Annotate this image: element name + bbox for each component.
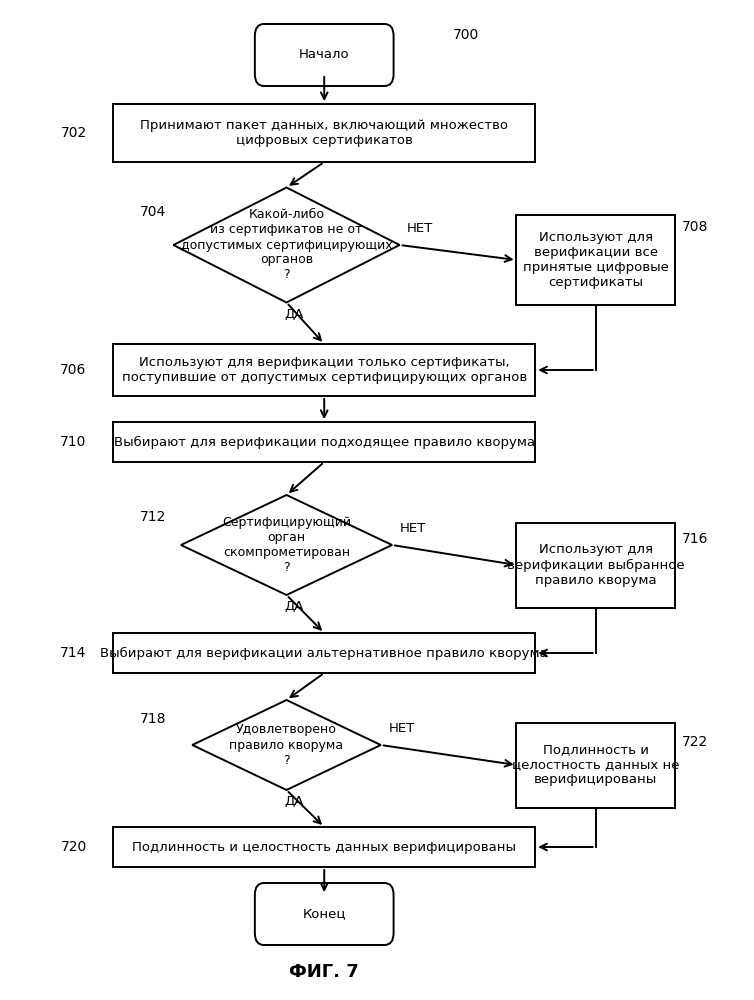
Bar (113, 422, 535, 462)
Text: 702: 702 (60, 126, 87, 140)
Bar (113, 344, 535, 396)
FancyBboxPatch shape (255, 883, 394, 945)
Text: Используют для верификации только сертификаты,
поступившие от допустимых сертифи: Используют для верификации только сертиф… (121, 356, 527, 384)
Text: 718: 718 (139, 712, 166, 726)
Text: 716: 716 (682, 532, 709, 546)
Text: Используют для
верификации выбранное
правило кворума: Используют для верификации выбранное пра… (507, 543, 685, 587)
Bar (113, 104, 535, 162)
Bar (516, 215, 675, 305)
Polygon shape (181, 495, 392, 595)
FancyBboxPatch shape (255, 24, 394, 86)
Text: Выбирают для верификации подходящее правило кворума: Выбирают для верификации подходящее прав… (114, 435, 535, 449)
Text: Конец: Конец (302, 908, 346, 920)
Bar (113, 827, 535, 867)
Text: 700: 700 (452, 28, 479, 42)
Text: 720: 720 (60, 840, 87, 854)
Text: 710: 710 (60, 435, 87, 449)
Text: ФИГ. 7: ФИГ. 7 (290, 963, 359, 981)
Text: Используют для
верификации все
принятые цифровые
сертификаты: Используют для верификации все принятые … (523, 231, 669, 289)
Text: Выбирают для верификации альтернативное правило кворума: Выбирают для верификации альтернативное … (100, 646, 548, 660)
Text: Подлинность и целостность данных верифицированы: Подлинность и целостность данных верифиц… (132, 840, 516, 854)
Polygon shape (173, 188, 400, 302)
Text: НЕТ: НЕТ (400, 522, 426, 535)
Bar (516, 722, 675, 808)
Text: НЕТ: НЕТ (388, 722, 415, 735)
Text: Сертифицирующий
орган
скомпрометирован
?: Сертифицирующий орган скомпрометирован ? (222, 516, 351, 574)
Polygon shape (192, 700, 381, 790)
Text: Начало: Начало (299, 48, 350, 62)
Text: Удовлетворено
правило кворума
?: Удовлетворено правило кворума ? (229, 724, 344, 766)
Text: ДА: ДА (284, 600, 304, 613)
Text: 704: 704 (139, 205, 166, 219)
Bar (516, 522, 675, 607)
Text: Подлинность и
целостность данных не
верифицированы: Подлинность и целостность данных не вери… (512, 744, 679, 786)
Text: 714: 714 (60, 646, 87, 660)
Text: 712: 712 (139, 510, 166, 524)
Bar (113, 633, 535, 673)
Text: 706: 706 (60, 363, 87, 377)
Text: Принимают пакет данных, включающий множество
цифровых сертификатов: Принимают пакет данных, включающий множе… (140, 119, 508, 147)
Text: 722: 722 (682, 735, 709, 749)
Text: Какой-либо
из сертификатов не от
допустимых сертифицирующих
органов
?: Какой-либо из сертификатов не от допусти… (181, 209, 392, 282)
Text: НЕТ: НЕТ (407, 222, 434, 235)
Text: ДА: ДА (284, 308, 304, 320)
Text: 708: 708 (682, 220, 709, 234)
Text: ДА: ДА (284, 795, 304, 808)
